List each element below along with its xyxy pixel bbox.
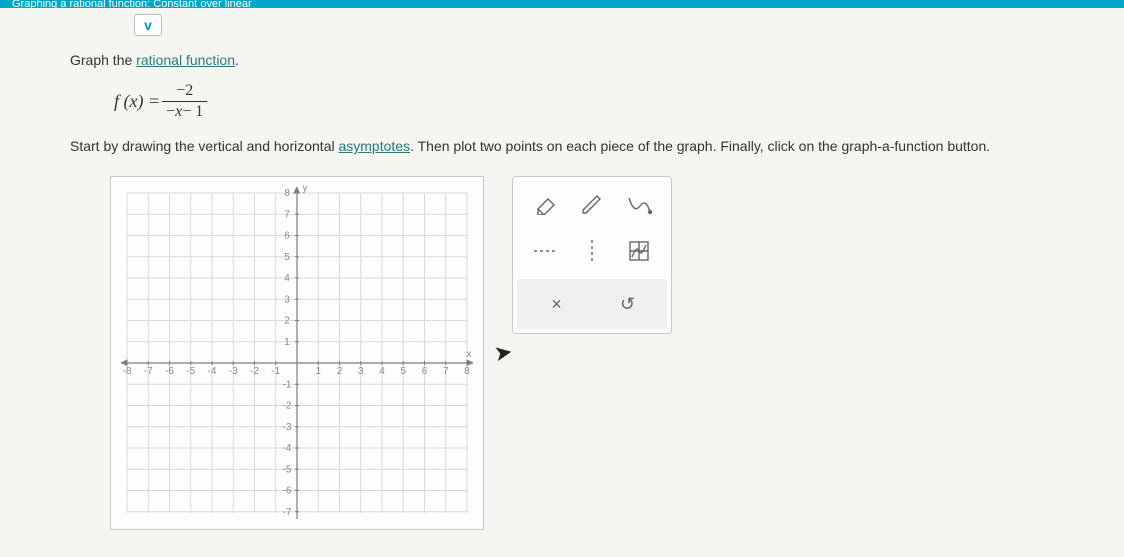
clear-button[interactable]: × (537, 287, 577, 321)
svg-text:-7: -7 (283, 507, 292, 518)
svg-text:-1: -1 (283, 379, 292, 390)
rational-function-link[interactable]: rational function (136, 52, 235, 68)
den-post: − 1 (182, 103, 203, 120)
svg-text:-8: -8 (283, 528, 292, 529)
svg-text:-7: -7 (144, 366, 153, 377)
prompt-tail: . (235, 52, 239, 68)
tool-row-1 (521, 187, 663, 223)
svg-text:8: 8 (464, 366, 470, 377)
svg-text:2: 2 (337, 366, 343, 377)
instructions: Start by drawing the vertical and horizo… (70, 138, 1054, 154)
svg-text:-8: -8 (123, 366, 132, 377)
prompt-line-1: Graph the rational function. (70, 52, 1054, 68)
svg-text:7: 7 (443, 366, 449, 377)
svg-text:-2: -2 (250, 366, 259, 377)
horizontal-asymptote-tool[interactable] (525, 234, 565, 268)
svg-text:-5: -5 (186, 366, 195, 377)
formula-fraction: −2 −x− 1 (162, 82, 207, 120)
work-area: -8 -8 -7 -7 -6 -6 -5 -5 -4 -4 -3 -3 -2 -2 -1-1 1 1 2 2 3 3 4 4… (110, 176, 1054, 530)
prompt-lead: Graph the (70, 52, 136, 68)
svg-text:2: 2 (284, 316, 290, 327)
grid-svg[interactable]: -8 -8 -7 -7 -6 -6 -5 -5 -4 -4 -3 -3 -2 -2 -1-1 1 1 2 2 3 3 4 4… (111, 177, 483, 529)
close-icon: × (551, 294, 562, 315)
svg-text:-5: -5 (283, 464, 292, 475)
pencil-tool[interactable] (572, 188, 612, 222)
graph-canvas[interactable]: -8 -8 -7 -7 -6 -6 -5 -5 -4 -4 -3 -3 -2 -2 -1-1 1 1 2 2 3 3 4 4… (110, 176, 484, 530)
graph-a-function-button[interactable] (619, 234, 659, 268)
asymptotes-link[interactable]: asymptotes (338, 138, 410, 154)
svg-text:-4: -4 (283, 443, 292, 454)
curve-tool[interactable] (619, 188, 659, 222)
header-title: Graphing a rational function: Constant o… (12, 0, 252, 8)
fraction-numerator: −2 (172, 82, 197, 100)
vertical-asymptote-tool[interactable] (572, 234, 612, 268)
instr-part2: . Then plot two points on each piece of … (410, 138, 990, 154)
svg-text:7: 7 (284, 209, 290, 220)
svg-text:4: 4 (379, 366, 385, 377)
header-bar: Graphing a rational function: Constant o… (0, 0, 1124, 8)
fraction-bar (162, 101, 207, 102)
svg-text:6: 6 (284, 231, 290, 242)
tool-row-2 (521, 233, 663, 269)
svg-text:1: 1 (284, 337, 290, 348)
svg-text:y: y (303, 183, 308, 194)
tool-row-3: × ↺ (517, 279, 667, 329)
svg-text:3: 3 (284, 294, 290, 305)
svg-text:-2: -2 (283, 401, 292, 412)
instr-part1: Start by drawing the vertical and horizo… (70, 138, 338, 154)
collapse-toggle[interactable]: v (134, 14, 162, 36)
svg-text:-3: -3 (229, 366, 238, 377)
fraction-denominator: −x− 1 (162, 103, 207, 121)
svg-text:6: 6 (422, 366, 428, 377)
svg-text:-6: -6 (165, 366, 174, 377)
svg-text:x: x (467, 349, 472, 360)
svg-text:-3: -3 (283, 422, 292, 433)
den-pre: − (166, 103, 175, 120)
question-content: Graph the rational function. f (x) = −2 … (0, 8, 1124, 530)
reset-button[interactable]: ↺ (608, 287, 648, 321)
svg-text:-1: -1 (271, 366, 280, 377)
chevron-down-icon: v (144, 17, 152, 33)
svg-text:5: 5 (400, 366, 406, 377)
toolbox: × ↺ (512, 176, 672, 334)
svg-text:8: 8 (284, 188, 290, 199)
reset-icon: ↺ (620, 294, 635, 315)
formula-lhs: f (x) = (114, 91, 160, 112)
svg-text:-4: -4 (208, 366, 217, 377)
svg-text:-6: -6 (283, 486, 292, 497)
svg-text:1: 1 (315, 366, 321, 377)
svg-text:3: 3 (358, 366, 364, 377)
svg-text:5: 5 (284, 252, 290, 263)
svg-text:4: 4 (284, 273, 290, 284)
formula: f (x) = −2 −x− 1 (114, 82, 1054, 120)
eraser-tool[interactable] (525, 188, 565, 222)
